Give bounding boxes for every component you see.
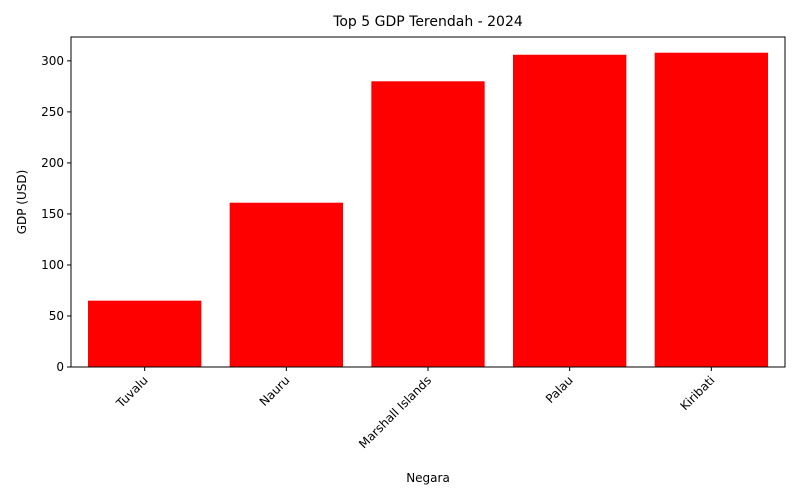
plot-frame xyxy=(70,36,786,368)
plot-area: Tuvalu Nauru Marshall Islands Palau Kiribati… xyxy=(41,36,786,451)
x-axis-label: Negara xyxy=(406,471,450,485)
bar-kiribati xyxy=(654,52,768,367)
bar-nauru xyxy=(229,202,343,367)
x-tick-label: Nauru xyxy=(257,373,293,409)
y-tick-label: 250 xyxy=(41,105,64,119)
chart-title: Top 5 GDP Terendah - 2024 xyxy=(332,14,523,30)
y-tick-label: 150 xyxy=(41,207,64,221)
bar-marshall-islands xyxy=(371,81,485,368)
x-tick-label: Tuvalu xyxy=(113,373,151,411)
y-axis-label: GDP (USD) xyxy=(15,170,29,235)
bar-palau xyxy=(513,54,627,368)
bar-tuvalu xyxy=(88,300,202,367)
y-tick-label: 100 xyxy=(41,258,64,272)
y-tick-label: 300 xyxy=(41,54,64,68)
x-tick-label: Marshall Islands xyxy=(356,373,434,451)
x-tick-label: Palau xyxy=(543,373,576,406)
y-tick-label: 50 xyxy=(49,309,64,323)
x-tick-label: Kiribati xyxy=(678,373,718,413)
y-tick-label: 0 xyxy=(56,360,64,374)
y-tick-label: 200 xyxy=(41,156,64,170)
